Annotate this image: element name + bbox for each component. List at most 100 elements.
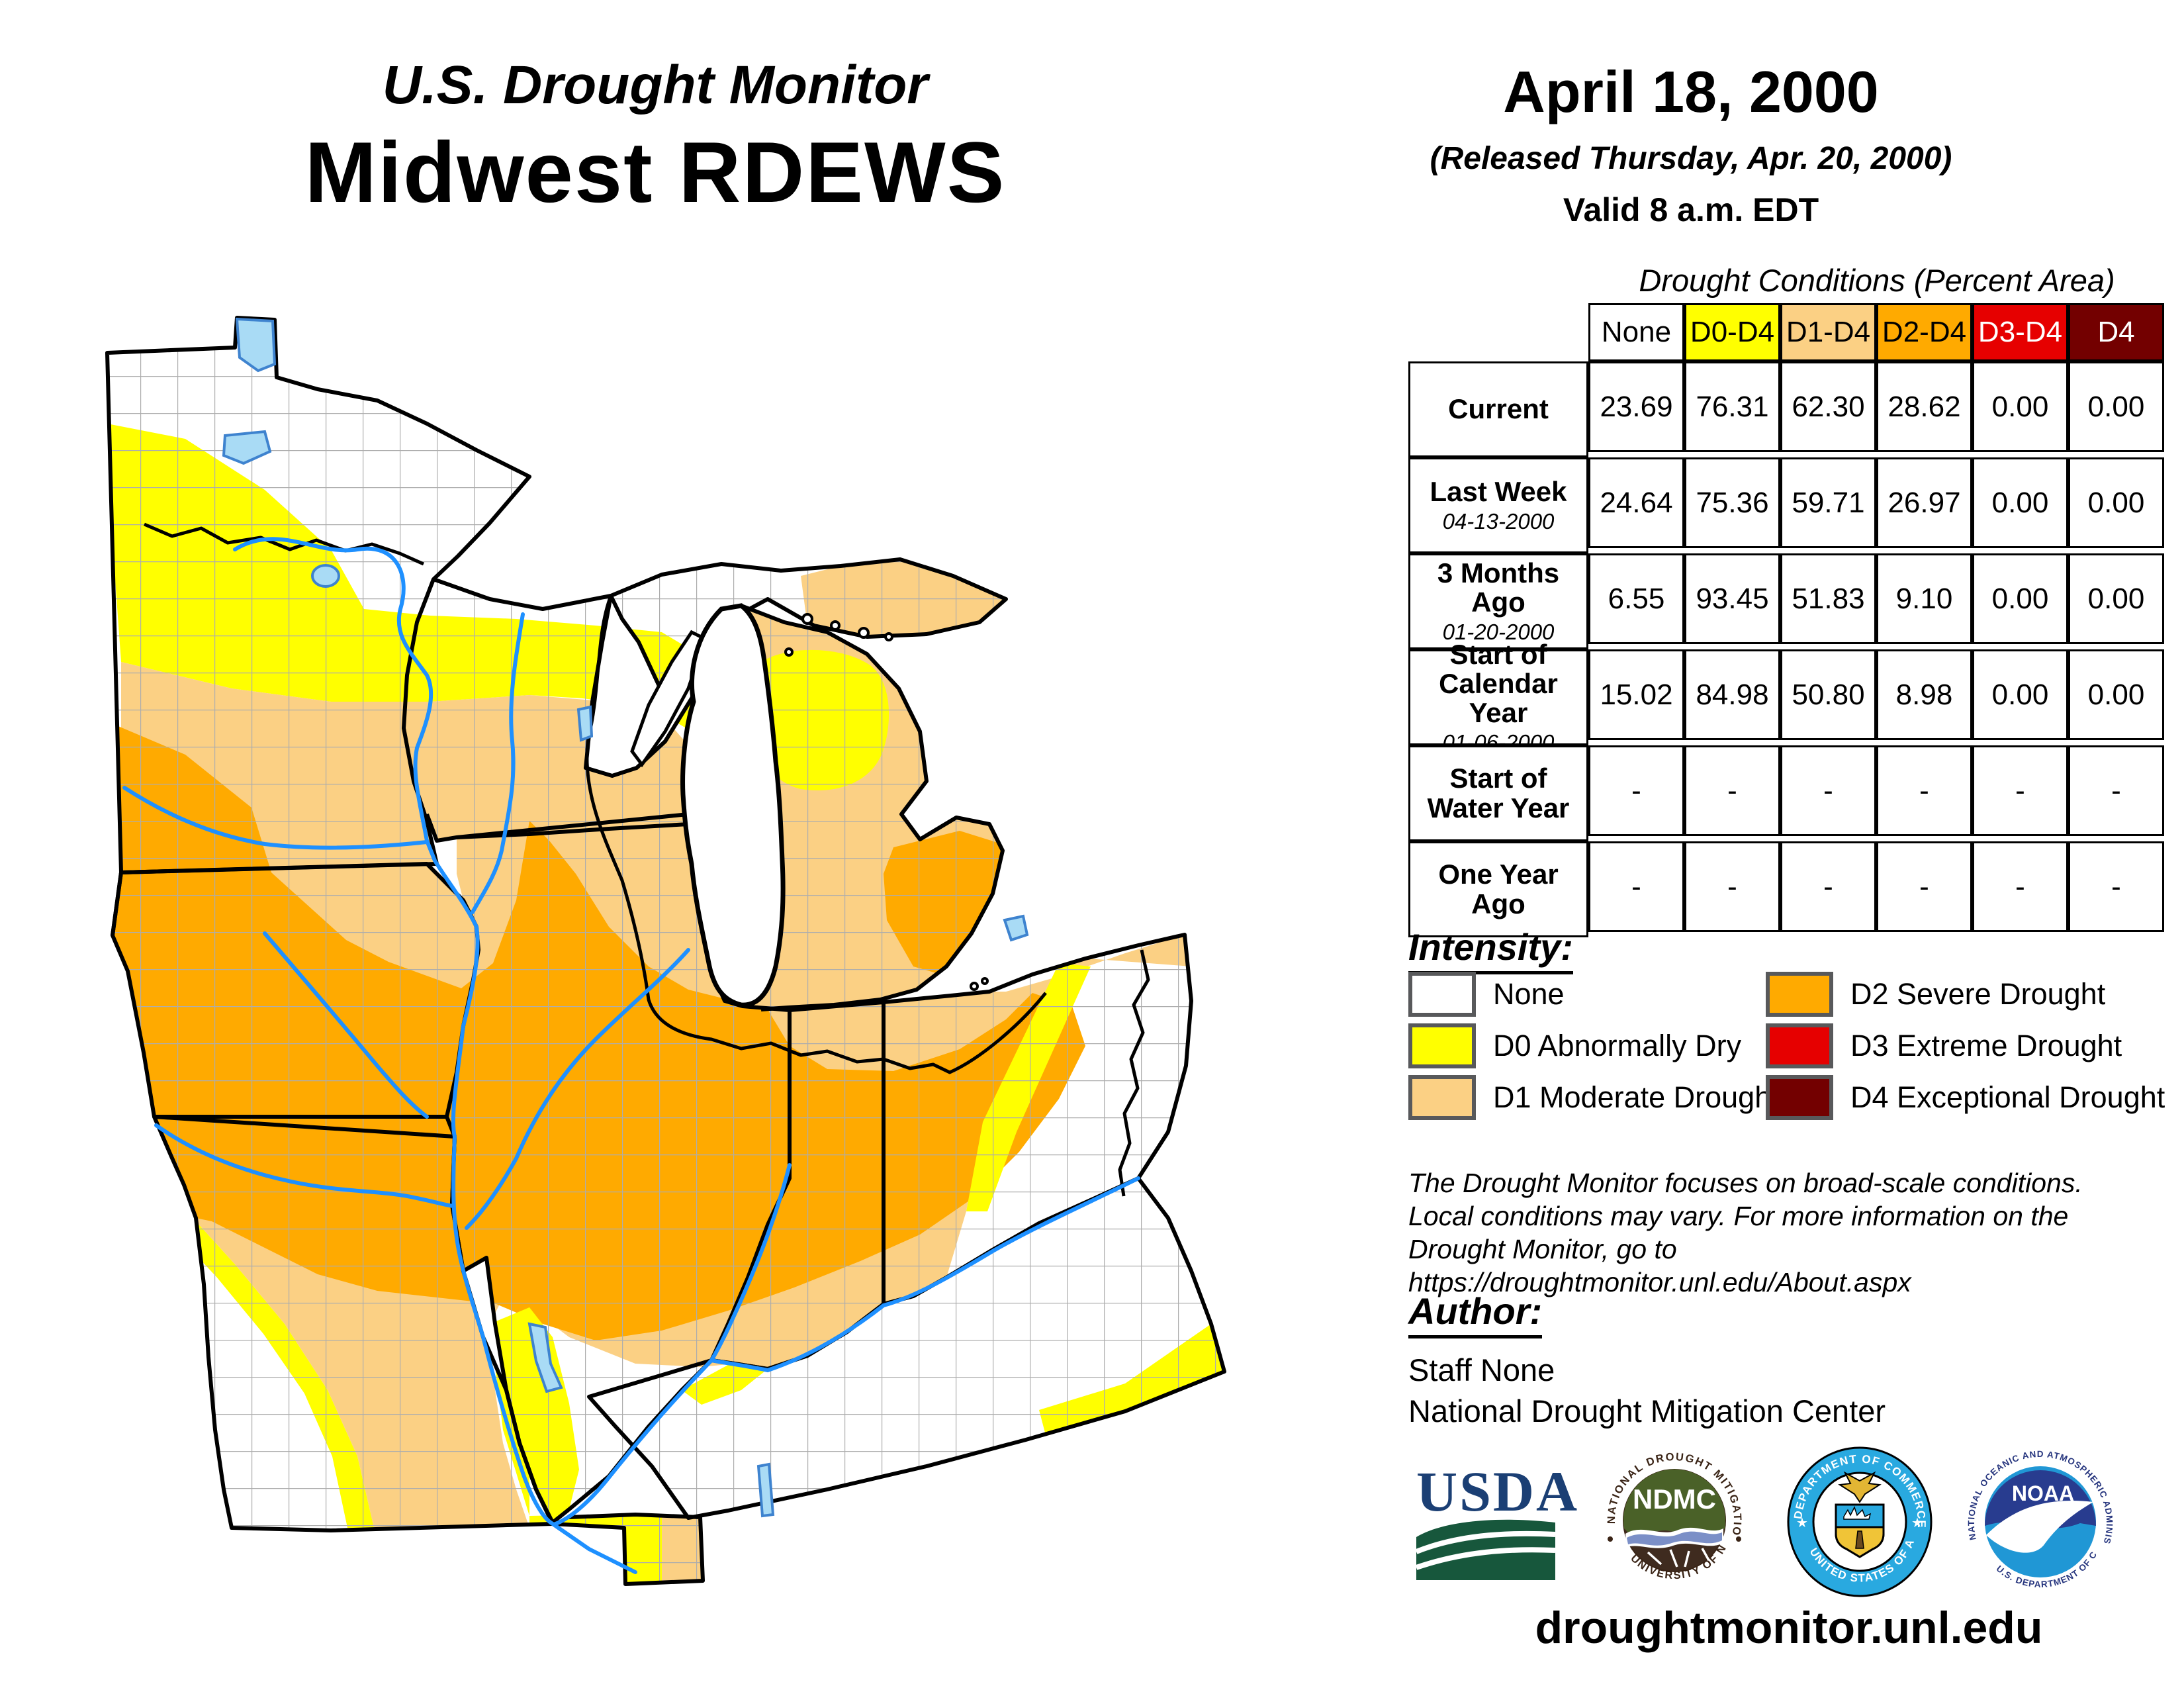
table-cell: 15.02 — [1588, 649, 1684, 740]
ndmc-wordmark: NDMC — [1633, 1483, 1716, 1515]
row-label-last-week: Last Week 04-13-2000 — [1408, 457, 1588, 553]
table-cell: 93.45 — [1684, 553, 1780, 644]
legend-label: None — [1493, 977, 1565, 1011]
table-cell: 62.30 — [1780, 361, 1876, 452]
doc-eagle-icon — [1838, 1471, 1882, 1503]
midwest-map — [105, 316, 1226, 1586]
table-cell: 0.00 — [1972, 649, 2068, 740]
lower-ohio-wide — [527, 1322, 563, 1393]
legend-item-d1: D1 Moderate Drought — [1408, 1075, 1780, 1120]
lake-st-clair — [1003, 914, 1029, 942]
legend-label: D2 Severe Drought — [1850, 977, 2106, 1011]
table-cell: 0.00 — [2068, 553, 2164, 644]
red-lake — [222, 430, 272, 465]
table-title: Drought Conditions (Percent Area) — [1639, 263, 2115, 298]
table-cell: - — [1972, 745, 2068, 836]
table-cell: 6.55 — [1588, 553, 1684, 644]
row-label-3-months-ago: 3 Months Ago 01-20-2000 — [1408, 553, 1588, 649]
legend-item-none: None — [1408, 972, 1565, 1017]
legend-label: D0 Abnormally Dry — [1493, 1029, 1742, 1062]
row-label-current: Current — [1408, 361, 1588, 457]
table-cell: 0.00 — [2068, 457, 2164, 548]
noaa-wordmark: NOAA — [2012, 1481, 2074, 1505]
missouri-river — [154, 1123, 455, 1208]
legend-item-d0: D0 Abnormally Dry — [1408, 1023, 1741, 1068]
row-label-start-calendar-year: Start of Calendar Year 01-06-2000 — [1408, 639, 1588, 754]
table-cell: - — [1588, 745, 1684, 836]
table-cell: - — [2068, 841, 2164, 932]
noaa-logo: NATIONAL OCEANIC AND ATMOSPHERIC ADMINIS… — [1966, 1448, 2115, 1596]
legend-label: D3 Extreme Drought — [1850, 1029, 2122, 1062]
doc-ship-icon — [1843, 1506, 1872, 1520]
wisconsin-river — [471, 612, 525, 914]
valid-time: Valid 8 a.m. EDT — [1563, 191, 1819, 228]
col-header-d0d4: D0-D4 — [1684, 303, 1780, 361]
author-org: National Drought Mitigation Center — [1408, 1393, 1886, 1429]
legend-swatch-none — [1408, 972, 1476, 1017]
doc-star-left: ★ — [1796, 1516, 1808, 1530]
table-cell: - — [1876, 745, 1972, 836]
table-cell: 8.98 — [1876, 649, 1972, 740]
ohio-river — [552, 1176, 1140, 1526]
map-date: April 18, 2000 — [1503, 59, 1879, 124]
doc-star-right: ★ — [1911, 1516, 1923, 1530]
doc-seal: DEPARTMENT OF COMMERCE UNITED STATES OF … — [1787, 1446, 1933, 1597]
illinois-river — [465, 948, 690, 1230]
rivers — [122, 537, 1140, 1574]
noaa-gull-icon — [1986, 1501, 2093, 1553]
col-header-d2d4: D2-D4 — [1876, 303, 1972, 361]
table-cell: 28.62 — [1876, 361, 1972, 452]
col-header-d3d4: D3-D4 — [1972, 303, 2068, 361]
minnesota-river — [122, 786, 429, 850]
intensity-heading: Intensity: — [1408, 925, 1573, 974]
table-cell: 84.98 — [1684, 649, 1780, 740]
table-cell: 23.69 — [1588, 361, 1684, 452]
col-header-d1d4: D1-D4 — [1780, 303, 1876, 361]
table-cell: - — [1780, 841, 1876, 932]
doc-lighthouse-icon — [1855, 1530, 1864, 1549]
lake-michigan — [680, 603, 786, 1008]
table-cell: - — [1588, 841, 1684, 932]
disclaimer-line: Drought Monitor, go to https://droughtmo… — [1408, 1234, 1911, 1298]
author-heading: Author: — [1408, 1289, 1543, 1338]
col-header-d4: D4 — [2068, 303, 2164, 361]
row-label-one-year-ago: One Year Ago — [1408, 841, 1588, 937]
usda-wordmark: USDA — [1416, 1460, 1580, 1523]
release-date: (Released Thursday, Apr. 20, 2000) — [1430, 141, 1952, 176]
disclaimer-line: Local conditions may vary. For more info… — [1408, 1201, 2069, 1232]
table-cell: 0.00 — [1972, 361, 2068, 452]
mille-lacs-lake — [311, 564, 340, 588]
lake-of-the-woods — [235, 317, 277, 373]
table-cell: 50.80 — [1780, 649, 1876, 740]
region-title: Midwest RDEWS — [304, 124, 1006, 220]
ndmc-logo: NATIONAL DROUGHT MITIGATION CENTER UNIVE… — [1603, 1449, 1746, 1592]
des-moines-river — [263, 931, 429, 1119]
wabash-river — [709, 1163, 792, 1362]
table-cell: 59.71 — [1780, 457, 1876, 548]
table-cell: 75.36 — [1684, 457, 1780, 548]
table-cell: 0.00 — [1972, 457, 2068, 548]
legend-swatch-d3 — [1766, 1023, 1833, 1068]
footer-url[interactable]: droughtmonitor.unl.edu — [1535, 1603, 2043, 1653]
legend-swatch-d2 — [1766, 972, 1833, 1017]
table-cell: 24.64 — [1588, 457, 1684, 548]
state-missouri-bootheel — [552, 1513, 705, 1586]
usda-swoosh-icon — [1415, 1520, 1556, 1581]
table-cell: - — [1780, 745, 1876, 836]
legend-item-d4: D4 Exceptional Drought — [1766, 1075, 2165, 1120]
legend-item-d2: D2 Severe Drought — [1766, 972, 2105, 1017]
table-cell: 0.00 — [1972, 553, 2068, 644]
table-cell: - — [1684, 841, 1780, 932]
mississippi-river — [233, 537, 637, 1574]
table-cell: - — [1684, 745, 1780, 836]
legend-swatch-d0 — [1408, 1023, 1476, 1068]
table-cell: 51.83 — [1780, 553, 1876, 644]
kentucky-lake — [756, 1462, 775, 1518]
state-lower-michigan — [740, 604, 1005, 1011]
lake-winnebago — [576, 705, 594, 742]
disclaimer-line: The Drought Monitor focuses on broad-sca… — [1408, 1168, 2083, 1198]
usda-logo: USDA — [1415, 1460, 1580, 1583]
straits-islands — [784, 613, 989, 991]
drought-conditions-table: None D0-D4 D1-D4 D2-D4 D3-D4 D4 Current … — [1408, 303, 2164, 937]
